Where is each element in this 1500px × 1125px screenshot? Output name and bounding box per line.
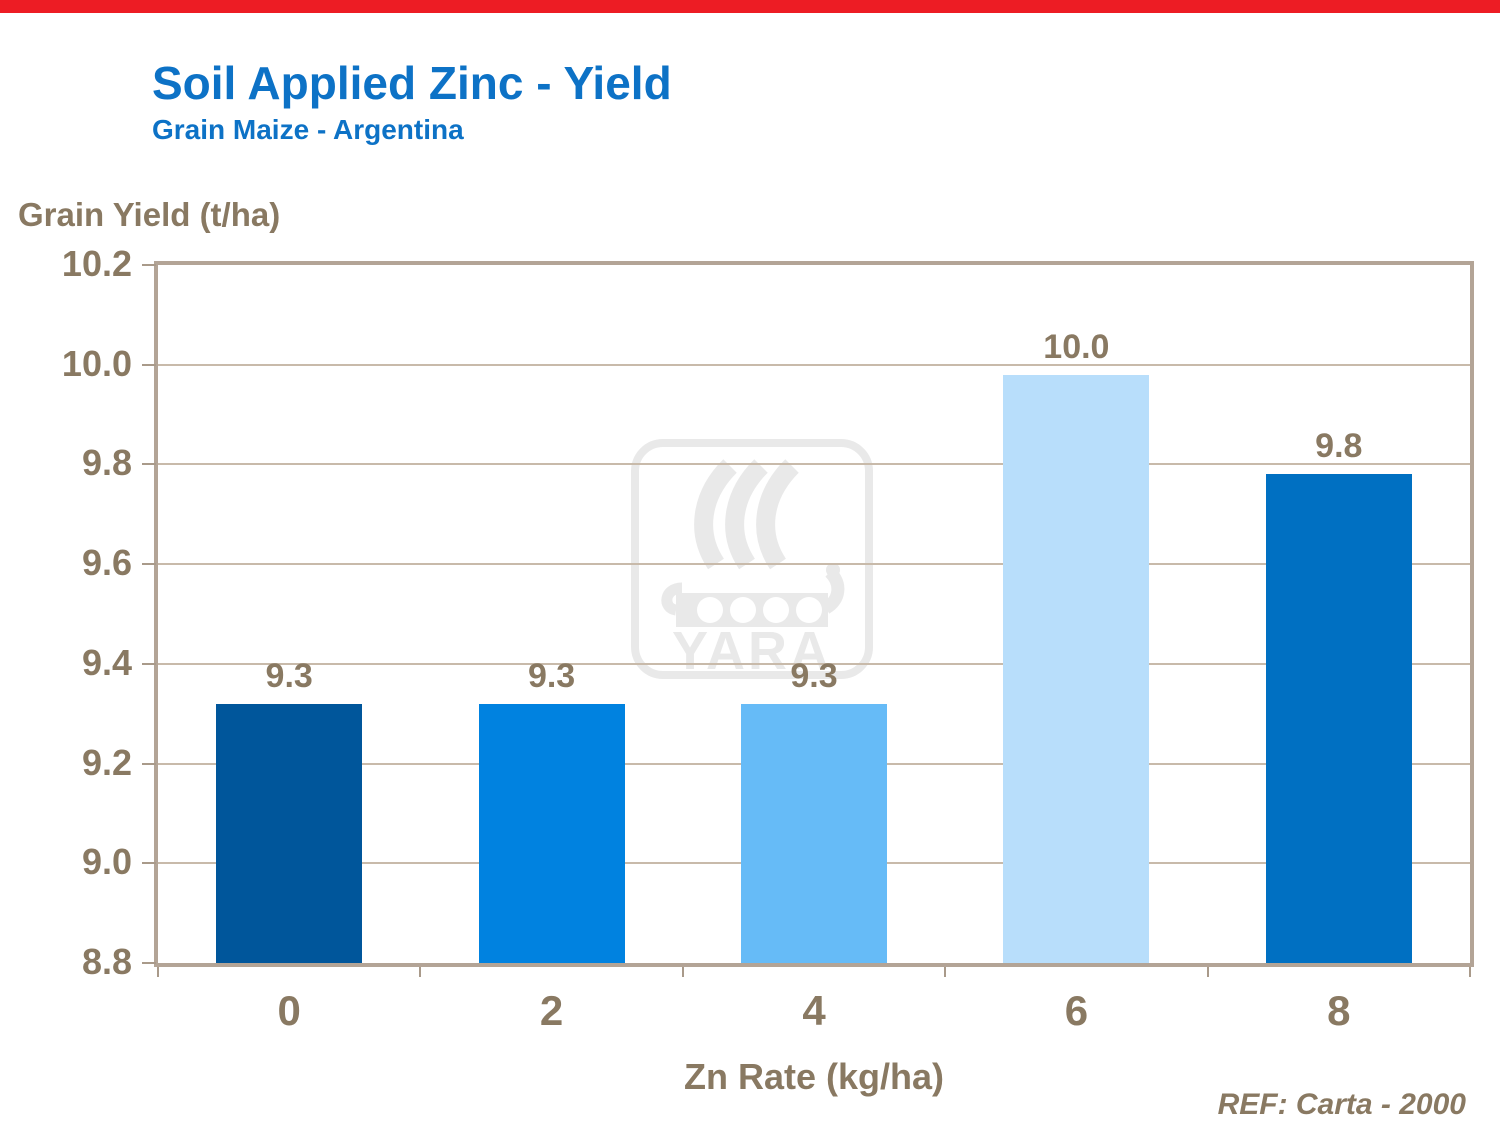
y-tick-label: 10.2 (61, 243, 132, 284)
x-tick-label: 6 (1064, 987, 1089, 1034)
y-tick-label: 10.0 (61, 342, 132, 384)
yara-viking-ship-logo-icon: YARA (630, 438, 874, 682)
bar (478, 703, 625, 963)
x-boundary-tick (681, 967, 684, 977)
y-tick (142, 563, 156, 566)
x-boundary-tick (157, 967, 159, 977)
y-tick-label: 9.6 (81, 542, 132, 584)
gridline (158, 363, 1470, 366)
reference-note: REF: Carta - 2000 (1217, 1088, 1466, 1121)
gridline (158, 463, 1470, 466)
y-tick-label: 9.8 (81, 442, 132, 484)
bar (216, 703, 363, 963)
page-subtitle: Grain Maize - Argentina (152, 114, 464, 145)
page-title: Soil Applied Zinc - Yield (152, 57, 672, 109)
y-tick-label: 8.8 (81, 941, 132, 982)
x-axis-title: Zn Rate (kg/ha) (683, 1056, 944, 1097)
x-tick-label: 2 (539, 987, 564, 1034)
y-tick-label: 9.2 (81, 741, 132, 783)
x-tick-label: 4 (802, 987, 826, 1034)
y-tick (142, 862, 156, 865)
y-tick (142, 264, 156, 266)
x-boundary-tick (1469, 967, 1471, 977)
y-tick (142, 762, 156, 765)
y-tick (142, 962, 156, 964)
bar-value-label: 9.3 (790, 656, 838, 695)
y-axis-title: Grain Yield (t/ha) (18, 196, 281, 233)
y-tick (142, 363, 156, 366)
bar (1265, 474, 1412, 963)
y-tick (142, 463, 156, 466)
y-tick (142, 662, 156, 665)
x-boundary-tick (1206, 967, 1209, 977)
bar-value-label: 10.0 (1043, 327, 1110, 366)
watermark-text: YARA (672, 621, 832, 681)
y-tick-label: 9.4 (81, 641, 132, 683)
top-red-bar (0, 0, 1500, 13)
bar-value-label: 9.3 (527, 656, 576, 695)
bar (1003, 374, 1150, 963)
bar-value-label: 9.3 (265, 656, 313, 695)
plot-area: 10.2 10.0 9.8 9.6 9.4 9.2 9.0 8.8 9.3 0 9.3 2 9.3 4 10… (62, 243, 1471, 1034)
x-tick-label: 8 (1327, 987, 1351, 1034)
bar-value-label: 9.8 (1315, 427, 1363, 466)
gridline (158, 662, 1470, 665)
gridline (158, 563, 1470, 566)
x-boundary-tick (419, 967, 422, 977)
bar (741, 703, 887, 963)
x-boundary-tick (944, 967, 947, 977)
plot-frame (154, 261, 1474, 967)
y-tick-label: 9.0 (81, 841, 132, 883)
x-tick-label: 0 (277, 987, 301, 1034)
